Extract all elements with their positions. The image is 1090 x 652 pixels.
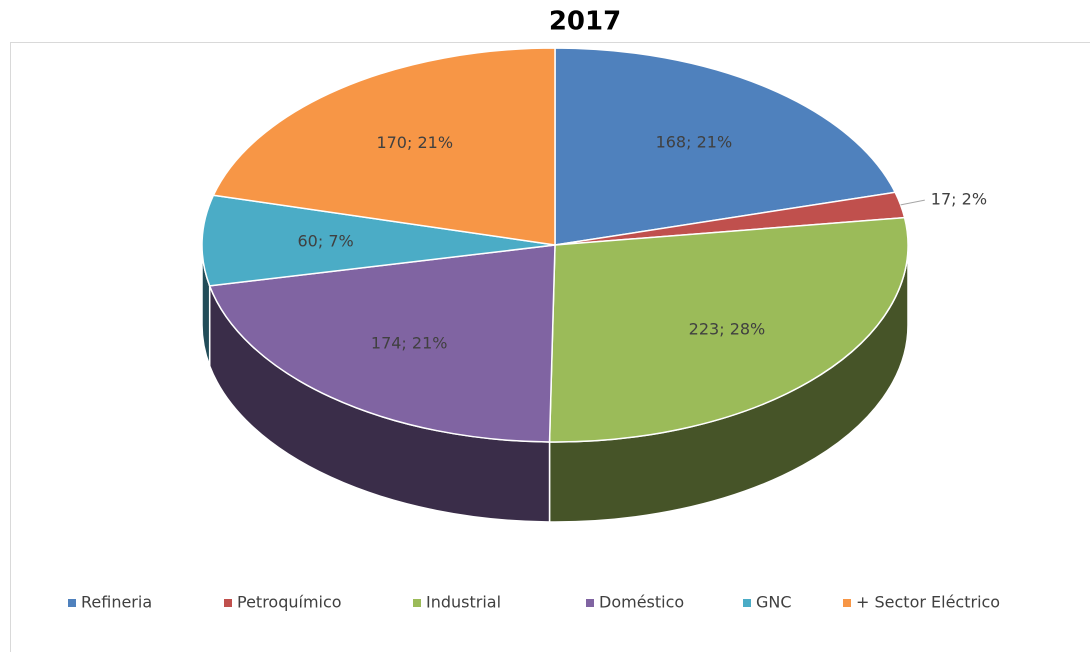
data-label: 170; 21% — [376, 133, 453, 152]
leader-line — [900, 199, 925, 206]
pie-slice — [208, 244, 556, 443]
legend-label: GNC — [756, 593, 792, 612]
legend-label: + Sector Eléctrico — [856, 593, 1000, 612]
pie-slice — [548, 216, 909, 443]
data-label: 168; 21% — [656, 133, 733, 152]
pie-slice — [201, 194, 556, 287]
data-label: 223; 28% — [689, 319, 766, 338]
legend-swatch — [413, 599, 421, 607]
legend-swatch — [224, 599, 232, 607]
legend-swatch — [843, 599, 851, 607]
legend-swatch — [743, 599, 751, 607]
legend-label: Industrial — [426, 593, 501, 612]
legend-swatch — [586, 599, 594, 607]
data-label: 60; 7% — [298, 232, 354, 251]
legend-label: Doméstico — [599, 593, 684, 612]
data-label: 174; 21% — [371, 333, 448, 352]
chart-title: 2017 — [549, 7, 621, 37]
data-label: 17; 2% — [931, 190, 987, 209]
legend-swatch — [68, 599, 76, 607]
legend-label: Refineria — [81, 593, 152, 612]
pie-slice — [212, 47, 556, 246]
pie-slice — [554, 47, 897, 246]
chart-border — [10, 42, 1090, 652]
legend-label: Petroquímico — [237, 593, 342, 612]
